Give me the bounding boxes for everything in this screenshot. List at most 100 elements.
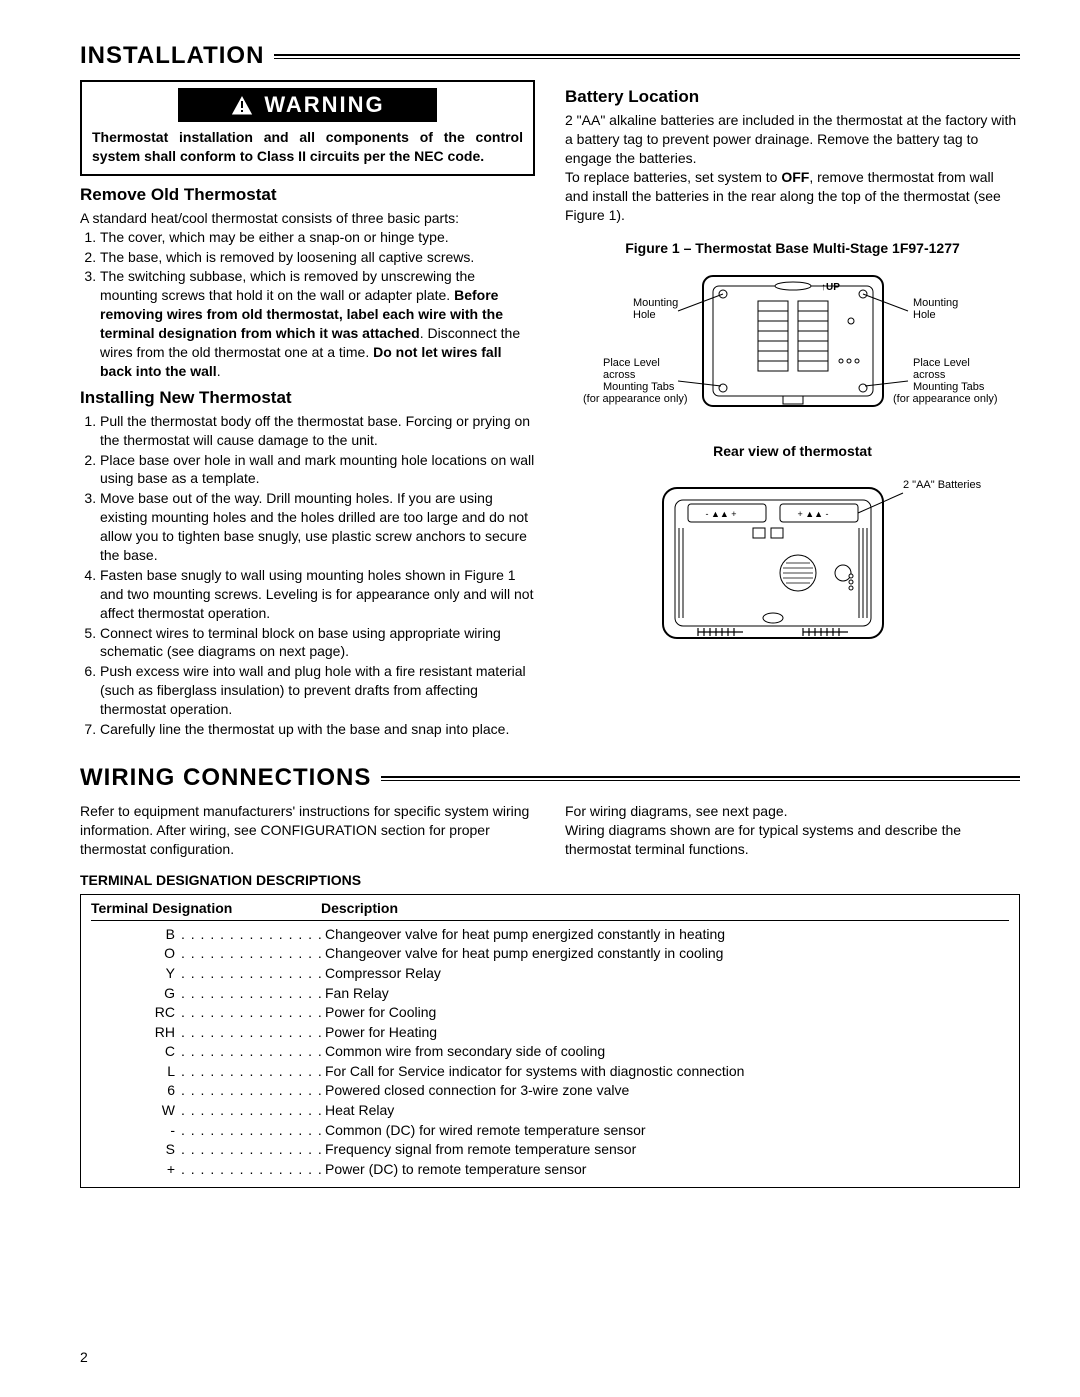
- dots: . . . . . . . . . . . . . . . . . .: [181, 1062, 321, 1082]
- install-list: Pull the thermostat body off the thermos…: [80, 412, 535, 739]
- list-item: Push excess wire into wall and plug hole…: [100, 662, 535, 719]
- wiring-intro: Refer to equipment manufacturers' instru…: [80, 802, 1020, 859]
- warning-label: WARNING: [264, 90, 384, 120]
- table-row: C . . . . . . . . . . . . . . . . . .Com…: [91, 1042, 1009, 1062]
- terminal-designation: S: [91, 1140, 181, 1160]
- terminal-description: Powered closed connection for 3-wire zon…: [321, 1081, 1009, 1101]
- svg-text:Mounting: Mounting: [913, 297, 958, 309]
- remove-heading: Remove Old Thermostat: [80, 184, 535, 207]
- terminal-designation: W: [91, 1101, 181, 1121]
- list-item: The switching subbase, which is removed …: [100, 267, 535, 380]
- terminal-designation: RH: [91, 1023, 181, 1043]
- dots: . . . . . . . . . . . . . . . . . .: [181, 1121, 321, 1141]
- right-column: Battery Location 2 "AA" alkaline batteri…: [565, 80, 1020, 740]
- svg-text:↑UP: ↑UP: [821, 282, 840, 293]
- table-row: + . . . . . . . . . . . . . . . . . .Pow…: [91, 1160, 1009, 1180]
- list-item: The cover, which may be either a snap-on…: [100, 228, 535, 247]
- table-row: W . . . . . . . . . . . . . . . . . .Hea…: [91, 1101, 1009, 1121]
- table-row: B . . . . . . . . . . . . . . . . . .Cha…: [91, 925, 1009, 945]
- table-row: 6 . . . . . . . . . . . . . . . . . .Pow…: [91, 1081, 1009, 1101]
- installation-title: INSTALLATION: [80, 40, 264, 72]
- installation-columns: WARNING Thermostat installation and all …: [80, 80, 1020, 740]
- wiring-header: WIRING CONNECTIONS: [80, 762, 1020, 794]
- terminal-description: Common (DC) for wired remote temperature…: [321, 1121, 1009, 1141]
- svg-text:(for appearance only): (for appearance only): [893, 393, 998, 405]
- terminal-designation: L: [91, 1062, 181, 1082]
- table-row: G . . . . . . . . . . . . . . . . . .Fan…: [91, 984, 1009, 1004]
- remove-intro: A standard heat/cool thermostat consists…: [80, 209, 535, 228]
- terminal-designation: Y: [91, 964, 181, 984]
- warning-icon: [230, 94, 254, 116]
- svg-text:+ ▲▲ -: + ▲▲ -: [797, 509, 828, 519]
- figure1-diagram: ↑UP: [565, 266, 1020, 436]
- terminal-description: Common wire from secondary side of cooli…: [321, 1042, 1009, 1062]
- dots: . . . . . . . . . . . . . . . . . .: [181, 1160, 321, 1180]
- terminal-designation: +: [91, 1160, 181, 1180]
- list-item: The base, which is removed by loosening …: [100, 248, 535, 267]
- battery-text1: 2 "AA" alkaline batteries are included i…: [565, 111, 1020, 168]
- terminal-description: Heat Relay: [321, 1101, 1009, 1121]
- svg-text:across: across: [603, 369, 636, 381]
- terminal-designation: 6: [91, 1081, 181, 1101]
- install-heading: Installing New Thermostat: [80, 387, 535, 410]
- terminal-table-title: TERMINAL DESIGNATION DESCRIPTIONS: [80, 871, 1020, 890]
- wiring-intro-right: For wiring diagrams, see next page. Wiri…: [565, 802, 1020, 859]
- svg-text:Mounting Tabs: Mounting Tabs: [603, 381, 675, 393]
- list-item: Carefully line the thermostat up with th…: [100, 720, 535, 739]
- svg-text:Mounting Tabs: Mounting Tabs: [913, 381, 985, 393]
- rule: [274, 54, 1020, 59]
- list-item: Connect wires to terminal block on base …: [100, 624, 535, 662]
- svg-text:2 "AA" Batteries: 2 "AA" Batteries: [903, 479, 982, 491]
- svg-text:Hole: Hole: [913, 309, 936, 321]
- svg-text:(for appearance only): (for appearance only): [583, 393, 688, 405]
- svg-text:across: across: [913, 369, 946, 381]
- figure1-caption: Figure 1 – Thermostat Base Multi-Stage 1…: [565, 239, 1020, 258]
- dots: . . . . . . . . . . . . . . . . . .: [181, 1003, 321, 1023]
- wiring-intro-left: Refer to equipment manufacturers' instru…: [80, 802, 535, 859]
- table-row: S . . . . . . . . . . . . . . . . . .Fre…: [91, 1140, 1009, 1160]
- svg-text:Place Level: Place Level: [913, 357, 970, 369]
- dots: . . . . . . . . . . . . . . . . . .: [181, 1042, 321, 1062]
- dots: . . . . . . . . . . . . . . . . . .: [181, 925, 321, 945]
- remove-list: The cover, which may be either a snap-on…: [80, 228, 535, 381]
- page-number: 2: [80, 1348, 88, 1367]
- list-item: Move base out of the way. Drill mounting…: [100, 489, 535, 565]
- dots: . . . . . . . . . . . . . . . . . .: [181, 964, 321, 984]
- dots: . . . . . . . . . . . . . . . . . .: [181, 984, 321, 1004]
- warning-banner: WARNING: [178, 88, 437, 122]
- svg-text:Mounting: Mounting: [633, 297, 678, 309]
- table-row: - . . . . . . . . . . . . . . . . . .Com…: [91, 1121, 1009, 1141]
- terminal-description: Power (DC) to remote temperature sensor: [321, 1160, 1009, 1180]
- terminal-description: Compressor Relay: [321, 964, 1009, 984]
- battery-heading: Battery Location: [565, 86, 1020, 109]
- th-designation: Terminal Designation: [91, 899, 321, 918]
- table-row: RC . . . . . . . . . . . . . . . . . .Po…: [91, 1003, 1009, 1023]
- svg-text:- ▲▲ +: - ▲▲ +: [705, 509, 736, 519]
- table-row: RH . . . . . . . . . . . . . . . . . .Po…: [91, 1023, 1009, 1043]
- wiring-title: WIRING CONNECTIONS: [80, 762, 371, 794]
- battery-text2: To replace batteries, set system to OFF,…: [565, 168, 1020, 225]
- table-row: Y . . . . . . . . . . . . . . . . . .Com…: [91, 964, 1009, 984]
- svg-text:Place Level: Place Level: [603, 357, 660, 369]
- rear-diagram: - ▲▲ + + ▲▲ -: [565, 468, 1020, 648]
- dots: . . . . . . . . . . . . . . . . . .: [181, 1101, 321, 1121]
- rear-caption: Rear view of thermostat: [565, 442, 1020, 461]
- terminal-designation: O: [91, 944, 181, 964]
- terminal-description: Frequency signal from remote temperature…: [321, 1140, 1009, 1160]
- terminal-description: Power for Heating: [321, 1023, 1009, 1043]
- installation-header: INSTALLATION: [80, 40, 1020, 72]
- left-column: WARNING Thermostat installation and all …: [80, 80, 535, 740]
- terminal-description: For Call for Service indicator for syste…: [321, 1062, 1009, 1082]
- terminal-designation: C: [91, 1042, 181, 1062]
- terminal-designation: B: [91, 925, 181, 945]
- terminal-designation: -: [91, 1121, 181, 1141]
- list-item: Place base over hole in wall and mark mo…: [100, 451, 535, 489]
- warning-box: WARNING Thermostat installation and all …: [80, 80, 535, 175]
- list-item: Fasten base snugly to wall using mountin…: [100, 566, 535, 623]
- terminal-table: Terminal Designation Description B . . .…: [80, 894, 1020, 1189]
- table-row: O . . . . . . . . . . . . . . . . . .Cha…: [91, 944, 1009, 964]
- th-description: Description: [321, 899, 398, 918]
- dots: . . . . . . . . . . . . . . . . . .: [181, 944, 321, 964]
- warning-text: Thermostat installation and all componen…: [92, 128, 523, 166]
- dots: . . . . . . . . . . . . . . . . . .: [181, 1023, 321, 1043]
